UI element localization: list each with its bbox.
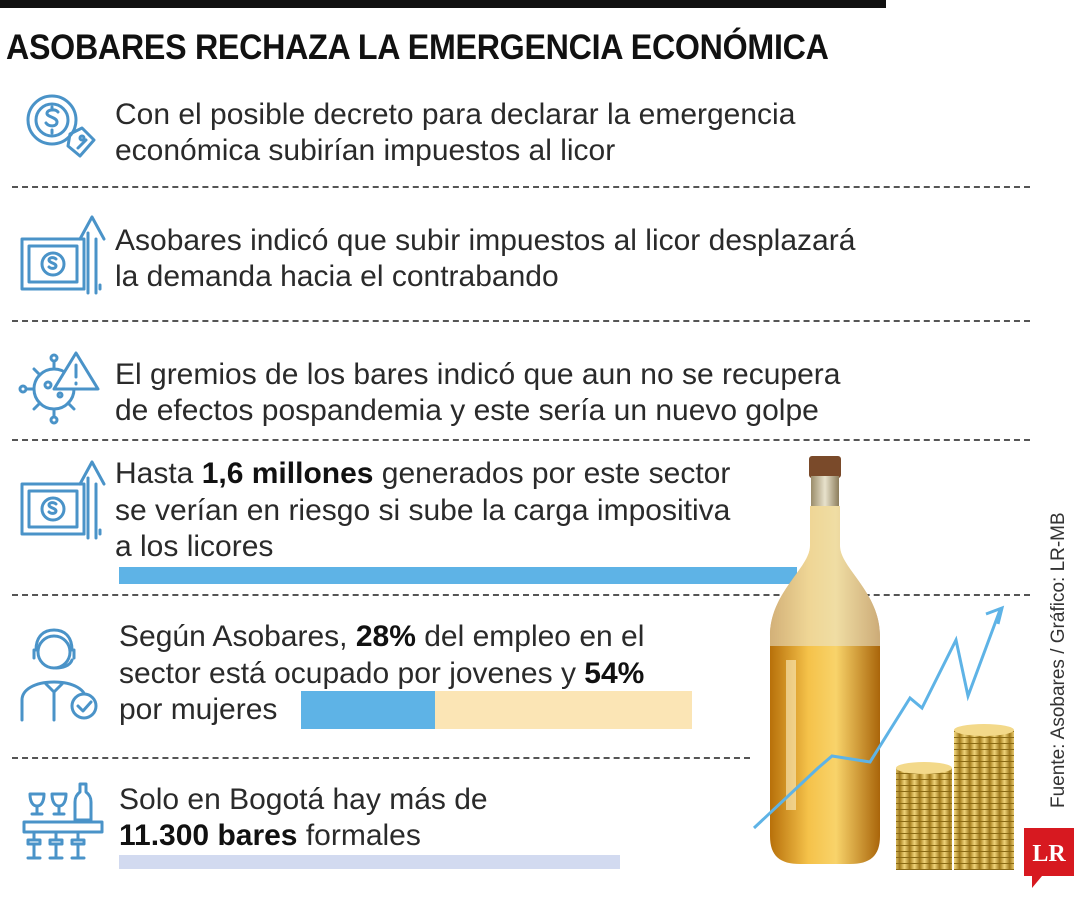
highlight-value: 1,6 millones (201, 457, 374, 490)
top-rule (0, 0, 886, 8)
item-3-line-1: El gremios de los bares indicó que aun n… (115, 358, 841, 391)
divider (12, 757, 750, 759)
source-credit: Fuente: Asobares / Gráfico: LR-MB (1048, 512, 1069, 808)
women-percentage: 54% (584, 657, 645, 690)
logo-text: LR (1032, 841, 1066, 867)
banknote-rising-icon (20, 460, 106, 540)
employment-bar (301, 691, 692, 729)
item-2-line-1: Asobares indicó que subir impuestos al l… (115, 224, 856, 257)
bottle-cap (809, 456, 841, 478)
coin-stack-tall (954, 730, 1014, 870)
money-tag-icon (26, 94, 96, 158)
divider (12, 320, 1030, 322)
banknote-rising-icon (20, 215, 106, 295)
youth-percentage: 28% (355, 620, 416, 653)
blue-accent-bar (119, 567, 797, 584)
item-6-line-2: 11.300 bares formales (119, 819, 421, 852)
item-2-line-2: la demanda hacia el contrabando (115, 260, 559, 293)
bars-count: 11.300 bares (119, 819, 298, 852)
divider (12, 594, 1030, 596)
page-title: ASOBARES RECHAZA LA EMERGENCIA ECONÓMICA (6, 28, 829, 67)
waiter-check-icon (20, 628, 98, 722)
item-4-line-1: Hasta 1,6 millones generados por este se… (115, 457, 731, 490)
youth-employment-fill (301, 691, 435, 729)
item-1-line-2: económica subirían impuestos al licor (115, 134, 616, 167)
item-5-line-2: sector está ocupado por jovenes y 54% (119, 657, 645, 690)
lr-logo: LR (1024, 828, 1074, 888)
item-4-line-2: se verían en riesgo si sube la carga imp… (115, 494, 731, 527)
virus-warning-icon (18, 351, 100, 425)
item-5-line-1: Según Asobares, 28% del empleo en el (119, 620, 645, 653)
item-3-line-2: de efectos pospandemia y este sería un n… (115, 394, 819, 427)
item-6-line-1: Solo en Bogotá hay más de (119, 783, 488, 816)
liquor-bottle-coins-illustration (752, 456, 1014, 870)
divider (12, 439, 1030, 441)
divider (12, 186, 1030, 188)
item-4-line-3: a los licores (115, 530, 274, 563)
item-1-line-1: Con el posible decreto para declarar la … (115, 98, 796, 131)
bar-counter-icon (22, 782, 104, 860)
lavender-accent-bar (119, 855, 620, 869)
coin-stack-short (896, 768, 952, 870)
item-5-line-3: por mujeres (119, 693, 278, 726)
